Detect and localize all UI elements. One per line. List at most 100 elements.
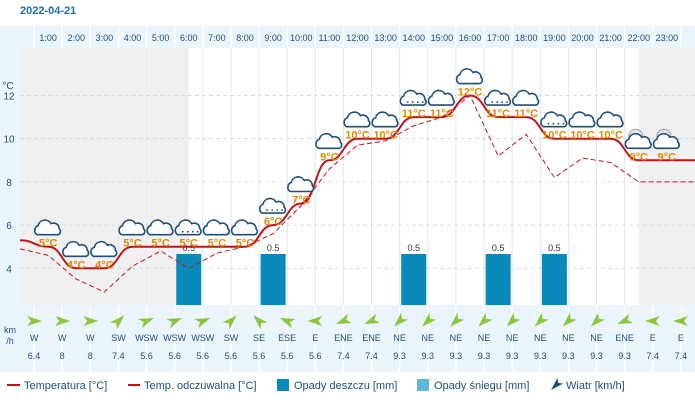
temperature-label: 5°C [180,238,199,250]
hour-label: 22:00 [627,33,650,43]
hour-label: 9:00 [264,33,282,43]
cloud-icon [512,89,540,106]
legend-snow-swatch [417,379,429,391]
wind-arrow-icon [307,316,323,326]
wind-unit-label: km [4,325,16,335]
wind-direction-label: ESE [278,333,296,343]
hour-label: 19:00 [543,33,566,43]
rain-bar [541,254,567,305]
rain-bar [176,254,202,305]
wind-direction-label: NE [590,333,603,343]
hour-label: 12:00 [346,33,369,43]
hour-label: 16:00 [459,33,482,43]
wind-direction-label: NE [534,333,547,343]
temperature-label: 4°C [95,259,114,271]
cloud-icon [343,111,371,128]
hour-label: 14:00 [402,33,425,43]
legend-rain-label: Opady deszczu [mm] [294,380,397,392]
temperature-label: 11°C [486,108,510,120]
rain-bar [260,254,286,305]
temperature-label: 11°C [514,108,538,120]
hour-label: 6:00 [180,33,198,43]
cloud-drizzle-icon [258,197,287,214]
cloud-drizzle-icon [174,219,202,236]
hour-label: 15:00 [431,33,454,43]
wind-speed-label: 5.6 [281,351,294,361]
cloud-icon [596,111,624,128]
y-unit-label: °C [2,81,13,92]
y-tick-label: 10 [3,135,15,146]
cloud-icon [371,111,399,128]
temperature-label: 4°C [67,259,86,271]
temperature-label: 7°C [292,194,311,206]
temperature-label: 5°C [39,238,58,250]
rain-bar-label: 0.5 [267,243,280,253]
wind-speed-label: 7.4 [647,351,660,361]
hour-label: 5:00 [152,33,170,43]
hour-label: 1:00 [39,33,57,43]
wind-direction-label: W [86,333,95,343]
wind-unit-label: /h [6,336,14,346]
wind-speed-label: 9.3 [590,351,603,361]
temperature-label: 9°C [658,151,677,163]
wind-arrow-icon [194,317,211,329]
temperature-label: 5°C [151,238,170,250]
wind-speed-label: 9.3 [618,351,631,361]
hour-label: 21:00 [599,33,622,43]
wind-arrow-icon [672,316,688,326]
cloud-drizzle-icon [399,89,427,106]
wind-speed-label: 7.4 [112,351,125,361]
wind-speed-label: 5.6 [309,351,322,361]
wind-direction-label: NE [450,333,463,343]
wind-speed-label: 7.4 [365,351,378,361]
cloud-icon [455,68,484,85]
wind-speed-label: 7.4 [675,351,688,361]
hour-label: 10:00 [290,33,313,43]
temperature-label: 6°C [264,216,283,228]
rain-bar-label: 0.5 [182,243,195,253]
rain-bar-label: 0.5 [407,243,420,253]
legend-wind-label: Wiatr [km/h] [566,380,625,392]
hour-label: 7:00 [208,33,226,43]
temperature-label: 10°C [598,130,623,142]
cloud-icon [146,219,174,236]
wind-arrow-icon [617,313,634,325]
wind-direction-label: NE [562,333,575,343]
wind-speed-label: 9.3 [450,351,463,361]
cloud-moon-icon [652,128,680,150]
hour-label: 4:00 [124,33,142,43]
wind-speed-label: 5.6 [197,351,210,361]
hour-label: 13:00 [374,33,397,43]
cloud-icon [62,240,90,258]
cloud-icon [427,89,455,106]
legend-temperature-label: Temperatura [°C] [24,380,107,392]
cloud-icon [90,240,118,258]
wind-direction-label: W [30,333,39,343]
legend-feels-like-label: Temp. odczuwalna [°C] [144,380,257,392]
wind-arrow-icon [644,316,660,326]
y-tick-label: 8 [6,178,12,189]
chart-date: 2022-04-21 [20,5,77,17]
wind-arrow-icon [279,317,296,329]
y-tick-label: 4 [6,264,12,275]
wind-speed-label: 8 [60,351,65,361]
temperature-line [19,94,695,270]
wind-speed-label: 9.3 [393,351,406,361]
wind-direction-label: E [650,333,656,343]
wind-arrow-icon [336,313,352,325]
cloud-icon [118,219,146,236]
cloud-icon [33,219,62,236]
cloud-moon-icon [624,128,652,150]
wind-arrow-icon [364,313,380,325]
cloud-drizzle-icon [540,111,568,128]
wind-direction-label: W [58,333,67,343]
cloud-drizzle-icon [483,89,512,106]
wind-speed-label: 9.3 [422,351,435,361]
wind-direction-label: ENE [615,333,634,343]
wind-speed-label: 6.4 [28,351,41,361]
wind-arrow-icon [394,312,409,327]
wind-arrow-icon [109,315,125,330]
cloud-icon [230,219,259,236]
wind-band [20,305,695,372]
